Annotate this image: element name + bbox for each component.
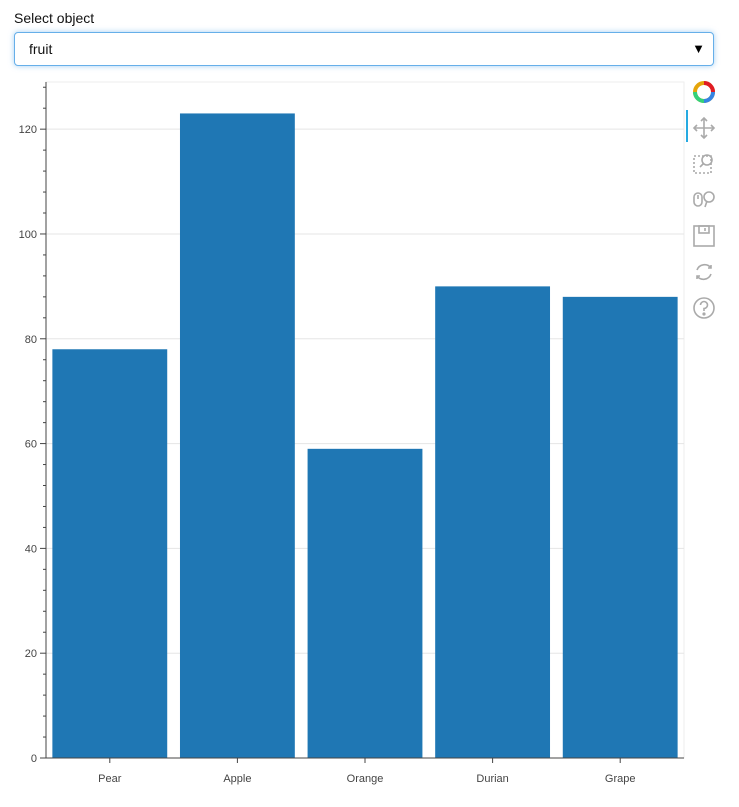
x-tick-label: Durian	[476, 773, 508, 785]
bar-pear	[52, 349, 168, 758]
x-tick-label: Pear	[98, 773, 122, 785]
y-tick-label: 60	[25, 439, 37, 451]
select-label: Select object	[14, 10, 95, 26]
box-zoom-icon[interactable]	[690, 150, 718, 178]
y-tick-label: 100	[19, 229, 37, 241]
active-tool-indicator	[686, 110, 688, 142]
bar-orange	[307, 448, 423, 758]
y-tick-label: 120	[19, 124, 37, 136]
y-tick-label: 20	[25, 648, 37, 660]
bokeh-logo-icon[interactable]	[690, 78, 718, 106]
reset-icon[interactable]	[690, 258, 718, 286]
bar-grape	[562, 296, 678, 758]
x-tick-label: Orange	[347, 773, 384, 785]
help-icon[interactable]	[690, 294, 718, 322]
x-tick-label: Grape	[605, 773, 636, 785]
bar-chart: 0 20 40 60 80 100 120 Pear Apple Orange Durian Grap…	[19, 81, 685, 785]
bar-apple	[179, 113, 295, 758]
y-tick-label: 0	[31, 753, 37, 765]
x-tick-label: Apple	[223, 773, 251, 785]
save-icon[interactable]	[690, 222, 718, 250]
pan-icon[interactable]	[690, 114, 718, 142]
wheel-zoom-icon[interactable]	[690, 186, 718, 214]
select-value: fruit	[29, 41, 53, 57]
chevron-down-icon: ▼	[692, 41, 705, 56]
plot-toolbar	[686, 78, 726, 338]
y-tick-label: 40	[25, 543, 37, 555]
y-tick-label: 80	[25, 334, 37, 346]
bar-durian	[435, 286, 551, 758]
object-select[interactable]: fruit ▼	[14, 32, 714, 66]
